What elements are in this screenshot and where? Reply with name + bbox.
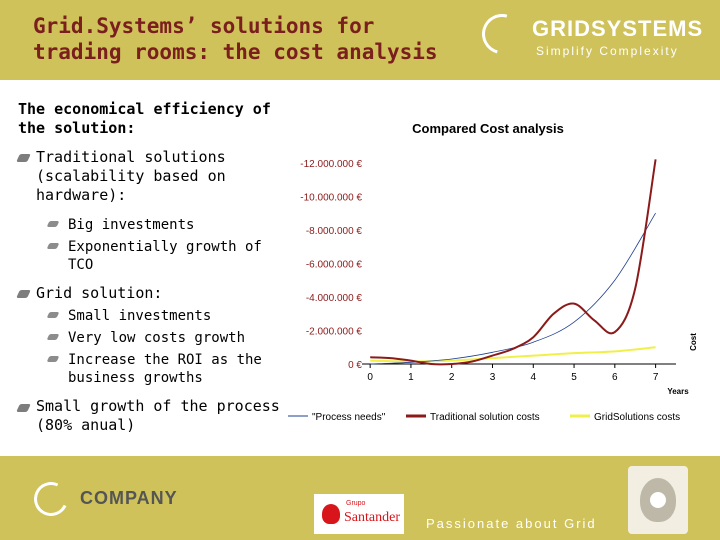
chart-title: Compared Cost analysis [412, 121, 564, 136]
x-tick-label: 3 [490, 372, 496, 383]
y-tick-label: -12.000.000 € [300, 159, 362, 170]
bullet-traditional: Traditional solutions (scalability based… [36, 148, 226, 204]
emblem-image [628, 466, 688, 534]
bullet-icon [46, 221, 60, 227]
company-name: COMPANY [80, 488, 178, 508]
legend-label: Traditional solution costs [430, 412, 540, 423]
series-lines [370, 159, 657, 366]
emblem-core-icon [650, 492, 666, 508]
x-tick-label: 2 [449, 372, 455, 383]
logo-swoosh-icon [474, 6, 530, 62]
bullet-icon [16, 154, 31, 162]
y-tick-label: -10.000.000 € [300, 192, 362, 203]
legend-label: "Process needs" [312, 412, 386, 423]
company-logo: COMPANY [29, 477, 177, 521]
x-axis-label: Years [667, 387, 689, 396]
x-tick-label: 6 [612, 372, 618, 383]
y-tick-label: -2.000.000 € [306, 326, 363, 337]
bullet-icon [46, 243, 60, 249]
x-tick-label: 7 [653, 372, 659, 383]
series-line [370, 212, 656, 365]
x-tick-label: 5 [571, 372, 577, 383]
footer-divider [0, 450, 720, 456]
bullet-increase-roi: Increase the ROI as the business growths [68, 352, 262, 386]
bullet-tco-growth: Exponentially growth of TCO [68, 239, 262, 273]
bullet-grid-solution: Grid solution: [36, 284, 163, 302]
santander-name: Santander [344, 510, 400, 525]
bullet-icon [46, 356, 60, 362]
chart-legend: "Process needs" Traditional solution cost… [288, 412, 680, 423]
footer-tagline: Passionate about Grid [426, 516, 597, 531]
bullet-icon [46, 312, 60, 318]
bullet-icon [16, 404, 31, 412]
y-axis-label: Cost [689, 333, 698, 351]
slide-header [0, 0, 720, 80]
legend-label: GridSolutions costs [594, 412, 680, 423]
logo-brand-text: GRIDSYSTEMS [532, 16, 704, 41]
y-tick-label: -6.000.000 € [306, 259, 363, 270]
logo-tagline: Simplify Complexity [536, 44, 679, 58]
x-tick-label: 1 [408, 372, 414, 383]
bullet-small-growth: Small growth of the process (80% anual) [36, 397, 280, 434]
cost-chart: Compared Cost analysis 0 € -2.000.000 € -4… [288, 121, 698, 423]
y-tick-label: -8.000.000 € [306, 226, 363, 237]
x-tick-label: 4 [530, 372, 536, 383]
y-tick-label: 0 € [348, 360, 362, 371]
y-tick-label: -4.000.000 € [306, 293, 363, 304]
x-tick-label: 0 [367, 372, 373, 383]
slide-title: Grid.Systems’ solutions for trading room… [33, 14, 438, 64]
header-divider [0, 80, 720, 88]
santander-logo: Grupo Santander [314, 494, 404, 534]
gridsystems-logo: GRIDSYSTEMS Simplify Complexity [474, 6, 704, 62]
bullet-low-costs: Very low costs growth [68, 330, 246, 346]
content-heading: The economical efficiency of the solutio… [18, 100, 271, 137]
santander-group-label: Grupo [346, 500, 366, 507]
bullet-small-investments: Small investments [68, 308, 212, 324]
bullet-big-investments: Big investments [68, 217, 195, 233]
santander-flame-icon [322, 504, 340, 524]
series-line [370, 159, 657, 366]
company-swoosh-icon [29, 477, 73, 521]
y-axis-ticks: 0 € -2.000.000 € -4.000.000 € -6.000.000 € -… [300, 159, 362, 371]
bullet-icon [46, 334, 60, 340]
bullet-icon [16, 290, 31, 298]
x-axis-ticks: 0 1 2 3 4 5 6 7 [367, 364, 659, 383]
